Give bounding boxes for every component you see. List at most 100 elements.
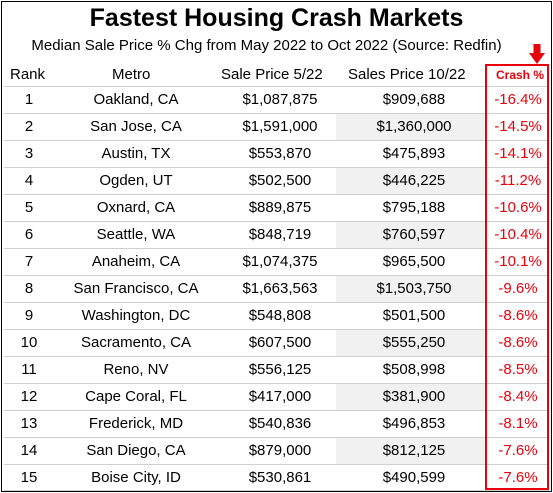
cell-sales-price-oct: $965,500: [382, 253, 446, 270]
cell-rank: 10: [20, 334, 38, 351]
cell-crash-percent: -7.6%: [498, 469, 538, 486]
cell-sale-price-may: $502,500: [248, 172, 312, 189]
cell-rank: 3: [24, 145, 34, 162]
cell-crash-percent: -8.6%: [498, 334, 538, 351]
cell-metro: Sacramento, CA: [80, 334, 192, 351]
cell-metro: Boise City, ID: [91, 469, 181, 486]
cell-sale-price-may: $417,000: [248, 388, 312, 405]
cell-sales-price-oct: $490,599: [382, 469, 446, 486]
cell-rank: 5: [24, 199, 34, 216]
table-row: 8 San Francisco, CA $1,663,563 $1,503,750 -9…: [4, 275, 549, 302]
cell-metro: San Jose, CA: [90, 118, 182, 135]
cell-metro: Austin, TX: [101, 145, 171, 162]
cell-rank: 9: [24, 307, 34, 324]
cell-sale-price-may: $848,719: [248, 226, 312, 243]
cell-rank: 12: [20, 388, 38, 405]
cell-crash-percent: -14.1%: [494, 145, 542, 162]
table-row: 10 Sacramento, CA $607,500 $555,250 -8.6%: [4, 329, 549, 356]
cell-crash-percent: -16.4%: [494, 91, 542, 108]
cell-sales-price-oct: $446,225: [382, 172, 446, 189]
cell-sale-price-may: $889,875: [248, 199, 312, 216]
cell-crash-percent: -10.4%: [494, 226, 542, 243]
cell-sale-price-may: $556,125: [248, 361, 312, 378]
cell-sale-price-may: $548,808: [248, 307, 312, 324]
cell-rank: 7: [24, 253, 34, 270]
cell-crash-percent: -10.6%: [494, 199, 542, 216]
cell-rank: 11: [21, 361, 37, 378]
header-sale-price-may: Sale Price 5/22: [221, 66, 323, 83]
cell-rank: 15: [20, 469, 38, 486]
page-title: Fastest Housing Crash Markets: [89, 4, 464, 32]
cell-sales-price-oct: $496,853: [382, 415, 446, 432]
cell-shading: [336, 114, 486, 140]
table-row: 13 Frederick, MD $540,836 $496,853 -8.1%: [4, 410, 549, 437]
cell-rank: 1: [24, 91, 34, 108]
table-row: 5 Oxnard, CA $889,875 $795,188 -10.6%: [4, 194, 549, 221]
page-subtitle: Median Sale Price % Chg from May 2022 to…: [31, 37, 502, 54]
cell-metro: San Diego, CA: [86, 442, 186, 459]
cell-sale-price-may: $553,870: [248, 145, 312, 162]
cell-sales-price-oct: $508,998: [382, 361, 446, 378]
cell-shading: [336, 222, 486, 248]
cell-sales-price-oct: $909,688: [382, 91, 446, 108]
cell-crash-percent: -9.6%: [498, 280, 538, 297]
table-row: 2 San Jose, CA $1,591,000 $1,360,000 -14.5%: [4, 113, 549, 140]
cell-metro: Frederick, MD: [88, 415, 184, 432]
cell-sale-price-may: $607,500: [248, 334, 312, 351]
cell-sale-price-may: $1,663,563: [242, 280, 318, 297]
cell-metro: Oakland, CA: [93, 91, 179, 108]
cell-sale-price-may: $879,000: [248, 442, 312, 459]
table-row: 1 Oakland, CA $1,087,875 $909,688 -16.4%: [4, 86, 549, 113]
table-header: Rank Metro Sale Price 5/22 Sales Price 1…: [0, 64, 553, 86]
header-rank: Rank: [10, 66, 46, 83]
cell-rank: 14: [20, 442, 38, 459]
cell-sales-price-oct: $555,250: [382, 334, 446, 351]
table-row: 11 Reno, NV $556,125 $508,998 -8.5%: [4, 356, 549, 383]
cell-metro: Anaheim, CA: [91, 253, 181, 270]
cell-rank: 4: [24, 172, 34, 189]
header-crash-percent: Crash %: [496, 68, 545, 82]
cell-shading: [336, 330, 486, 356]
cell-sales-price-oct: $1,360,000: [376, 118, 452, 135]
cell-metro: Washington, DC: [81, 307, 191, 324]
cell-rank: 13: [20, 415, 38, 432]
cell-crash-percent: -7.6%: [498, 442, 538, 459]
cell-sale-price-may: $530,861: [248, 469, 312, 486]
cell-crash-percent: -8.6%: [498, 307, 538, 324]
cell-crash-percent: -8.5%: [498, 361, 538, 378]
cell-sales-price-oct: $501,500: [382, 307, 446, 324]
cell-shading: [336, 168, 486, 194]
cell-sales-price-oct: $381,900: [382, 388, 446, 405]
cell-sale-price-may: $1,087,875: [242, 91, 318, 108]
header-metro: Metro: [112, 66, 151, 83]
cell-rank: 2: [24, 118, 34, 135]
cell-shading: [336, 276, 486, 302]
cell-crash-percent: -8.4%: [498, 388, 538, 405]
cell-sales-price-oct: $812,125: [382, 442, 446, 459]
table-row: 4 Ogden, UT $502,500 $446,225 -11.2%: [4, 167, 549, 194]
table-body: 1 Oakland, CA $1,087,875 $909,688 -16.4% 2 San…: [4, 86, 549, 491]
header-sales-price-oct: Sales Price 10/22: [348, 66, 466, 83]
cell-metro: Reno, NV: [103, 361, 169, 378]
cell-shading: [336, 438, 486, 464]
cell-sale-price-may: $1,074,375: [242, 253, 318, 270]
cell-shading: [336, 384, 486, 410]
cell-metro: Cape Coral, FL: [85, 388, 187, 405]
cell-metro: San Francisco, CA: [73, 280, 199, 297]
cell-sales-price-oct: $760,597: [382, 226, 446, 243]
cell-crash-percent: -10.1%: [494, 253, 542, 270]
cell-sales-price-oct: $795,188: [382, 199, 446, 216]
down-arrow-icon: [529, 44, 545, 64]
cell-crash-percent: -8.1%: [498, 415, 538, 432]
table-row: 7 Anaheim, CA $1,074,375 $965,500 -10.1%: [4, 248, 549, 275]
cell-crash-percent: -11.2%: [494, 172, 542, 189]
cell-rank: 6: [24, 226, 34, 243]
cell-sale-price-may: $1,591,000: [242, 118, 318, 135]
cell-sale-price-may: $540,836: [248, 415, 312, 432]
table-row: 15 Boise City, ID $530,861 $490,599 -7.6%: [4, 464, 549, 491]
table-row: 3 Austin, TX $553,870 $475,893 -14.1%: [4, 140, 549, 167]
table-row: 6 Seattle, WA $848,719 $760,597 -10.4%: [4, 221, 549, 248]
cell-metro: Seattle, WA: [96, 226, 176, 243]
table-row: 9 Washington, DC $548,808 $501,500 -8.6%: [4, 302, 549, 329]
